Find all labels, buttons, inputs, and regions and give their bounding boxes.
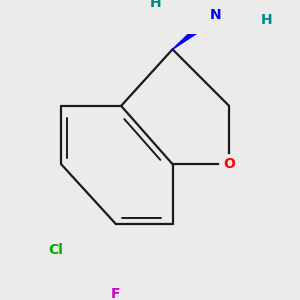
Text: H: H [150, 0, 161, 10]
Text: F: F [111, 287, 121, 300]
Text: H: H [261, 13, 273, 27]
Text: Cl: Cl [49, 243, 63, 257]
Text: N: N [210, 8, 221, 22]
Text: O: O [223, 157, 235, 171]
Polygon shape [172, 11, 219, 49]
